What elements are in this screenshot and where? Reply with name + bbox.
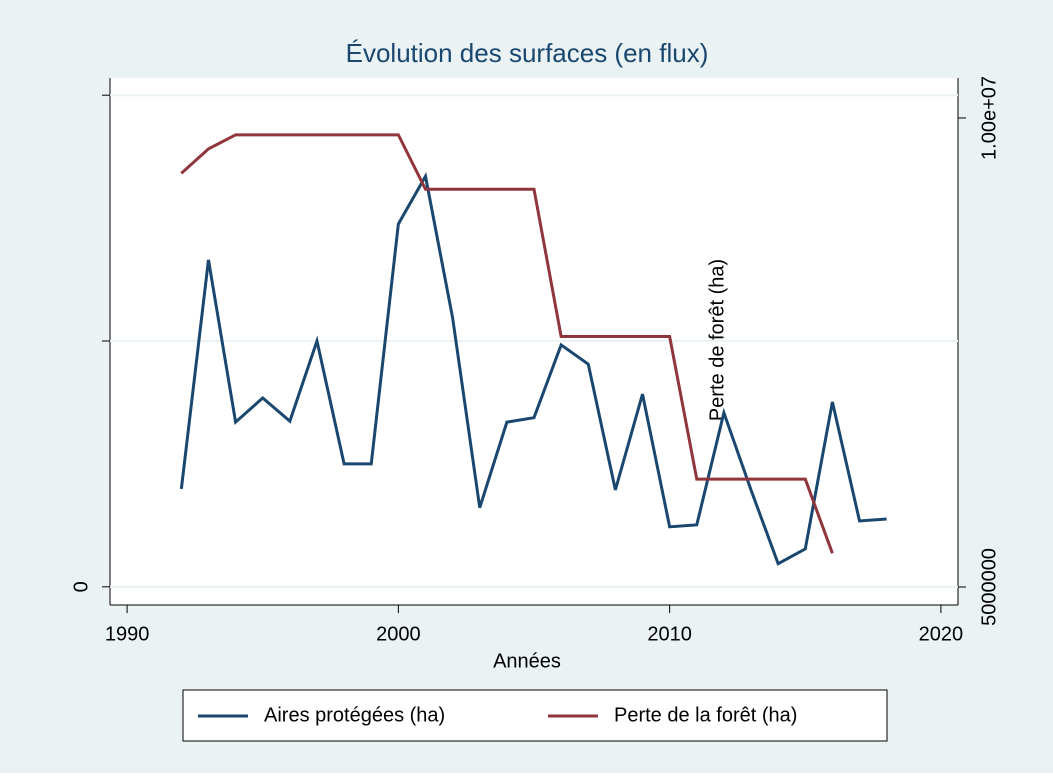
x-tick-label: 2010 — [647, 623, 692, 645]
chart-title: Évolution des surfaces (en flux) — [346, 38, 709, 68]
x-tick-label: 2000 — [376, 623, 421, 645]
y2-tick-label: 5000000 — [978, 548, 1000, 626]
legend-label: Aires protégées (ha) — [264, 704, 445, 726]
legend-box — [182, 689, 888, 742]
x-axis-label: Années — [493, 650, 561, 672]
y-tick-label: 0 — [70, 581, 92, 592]
x-tick-label: 2020 — [919, 623, 964, 645]
series-line — [180, 133, 834, 554]
x-tick-label: 1990 — [105, 623, 150, 645]
y2-tick-label: 1.00e+07 — [978, 76, 1000, 160]
series-line — [179, 172, 887, 566]
legend-label: Perte de la forêt (ha) — [614, 704, 797, 726]
y2-axis-label: Perte de forêt (ha) — [706, 259, 728, 421]
